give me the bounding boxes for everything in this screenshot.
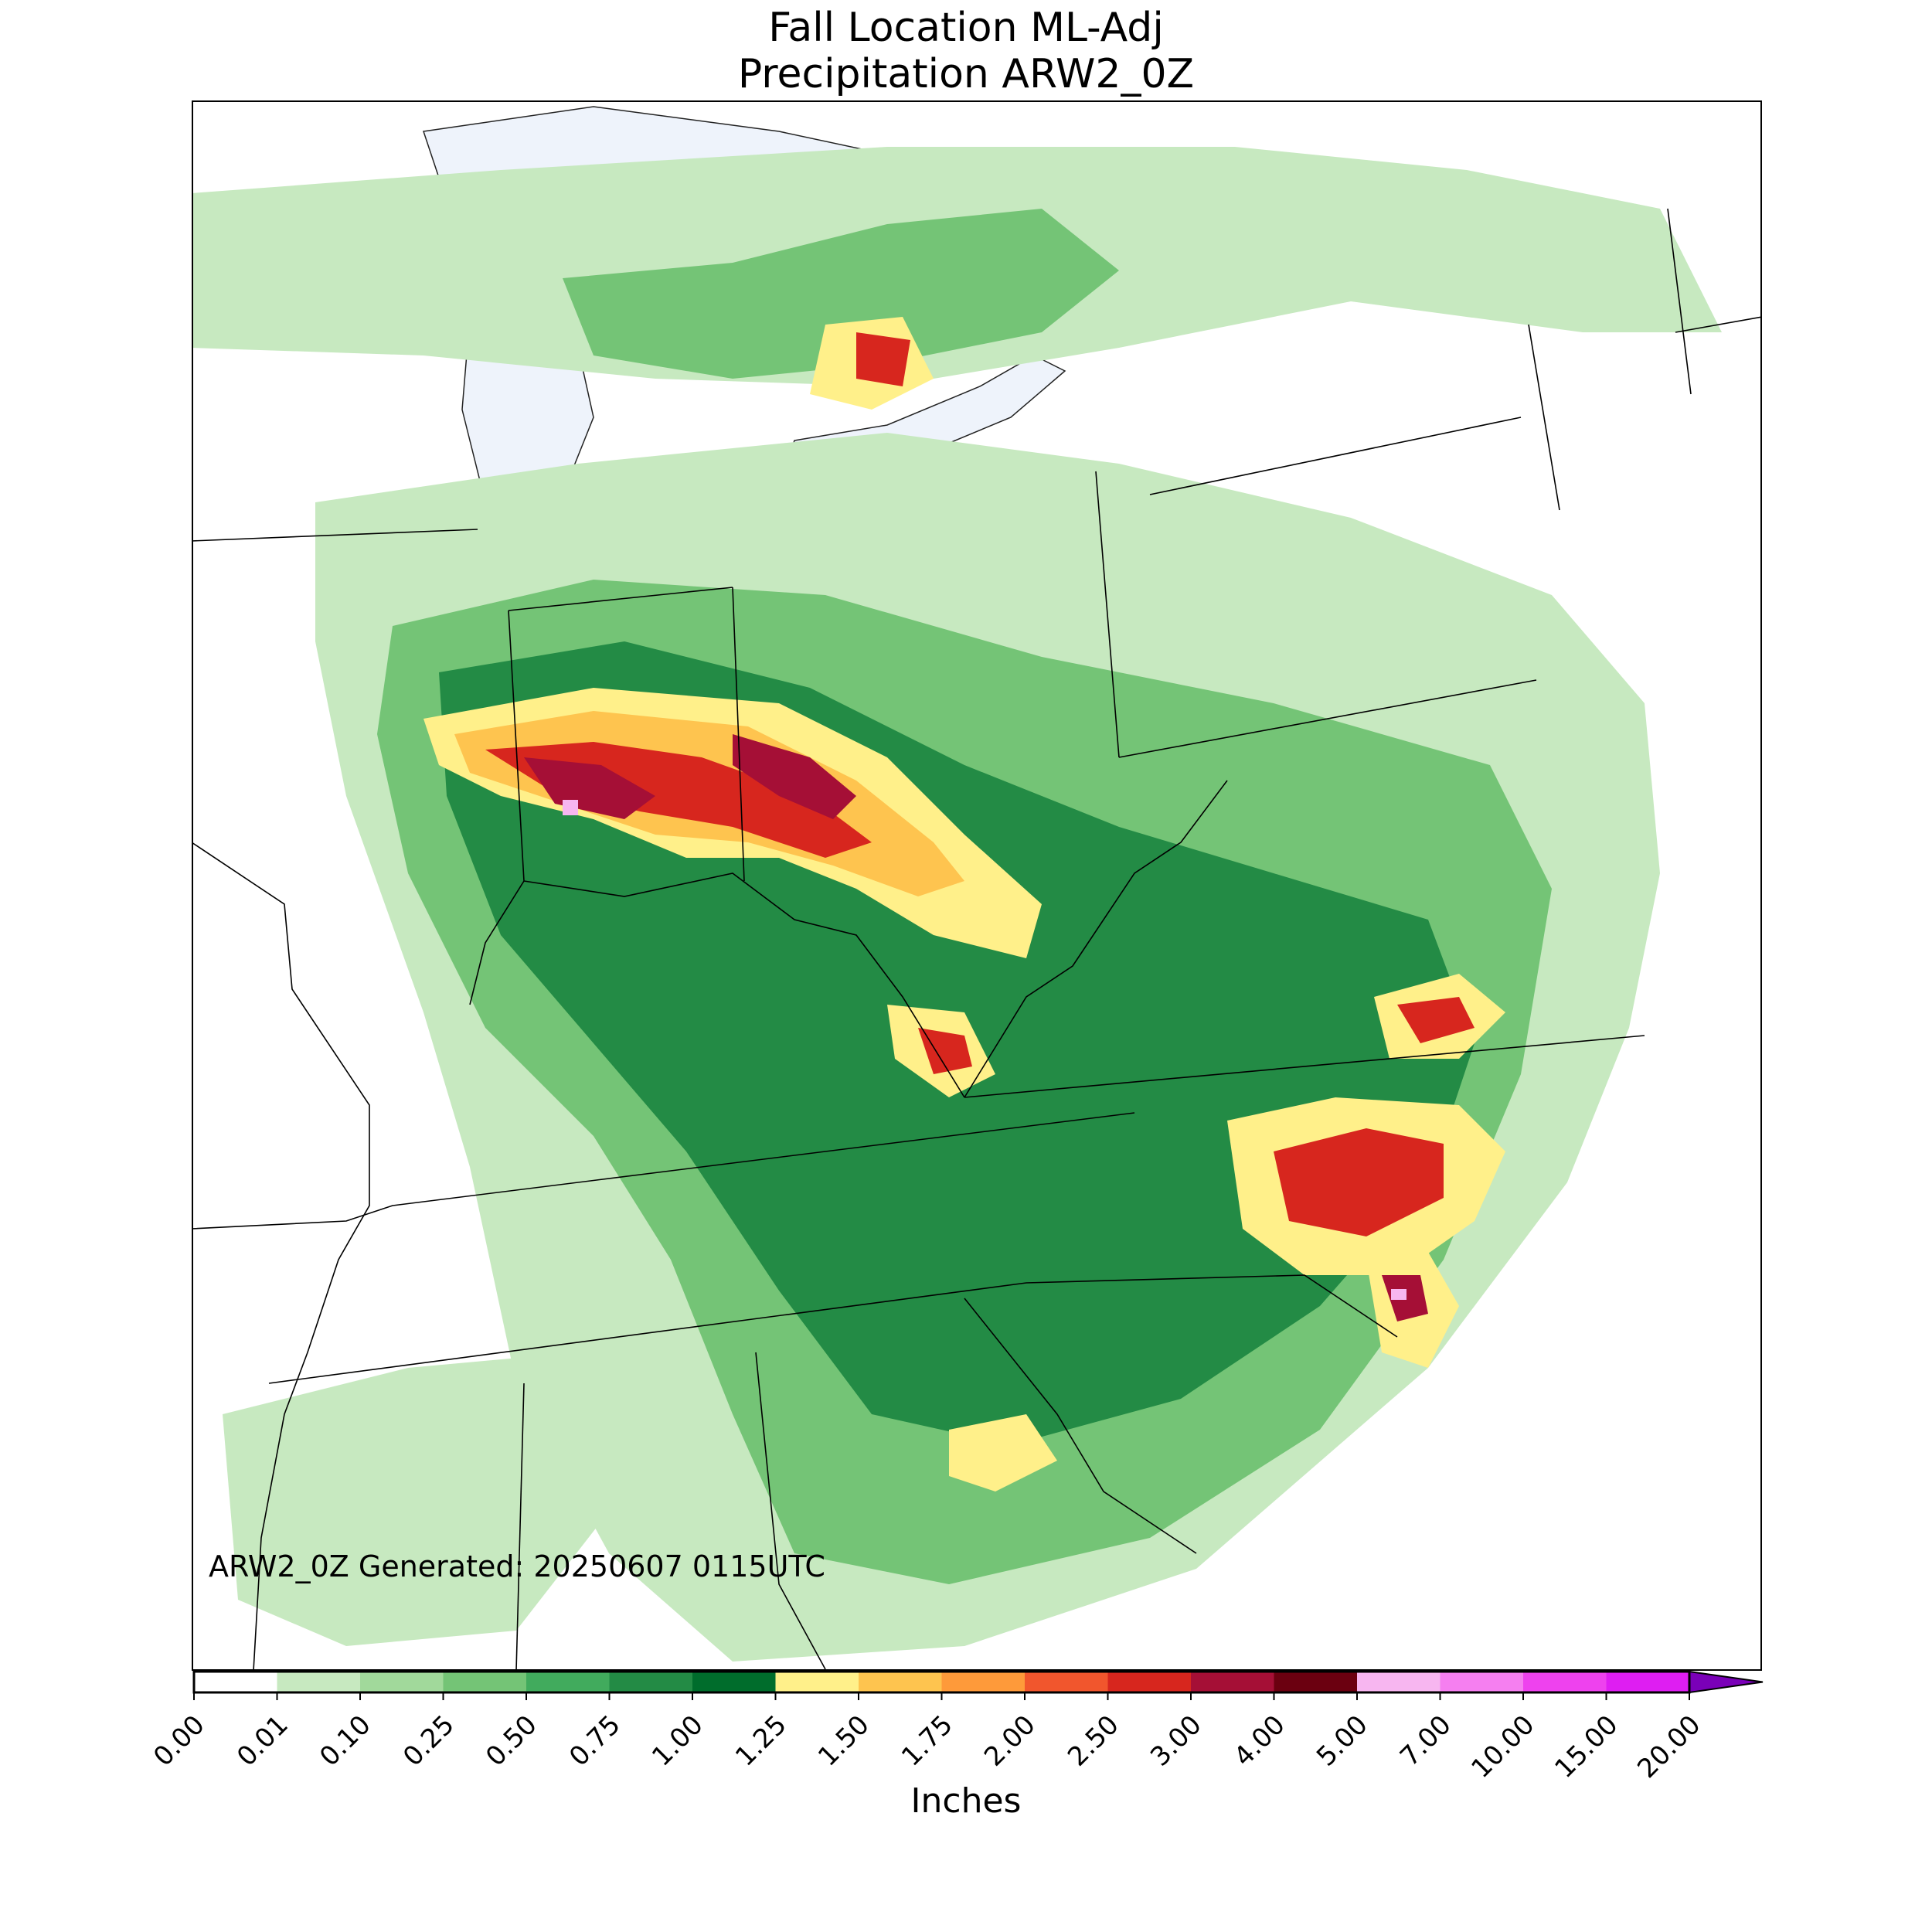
precip-maroon-ohio — [733, 734, 856, 819]
border-va-nc — [964, 1035, 1645, 1098]
border-pa-md-line — [1118, 679, 1537, 758]
border-wv-va — [964, 780, 1228, 1098]
colorbar-tick-label: 20.00 — [1631, 1709, 1707, 1784]
colorbar-tick-label: 1.25 — [729, 1709, 793, 1773]
colorbar-tick-label: 0.00 — [148, 1709, 211, 1773]
colorbar-segment — [443, 1672, 527, 1692]
colorbar-tick-label: 1.50 — [812, 1709, 876, 1773]
border-al-ga — [755, 1352, 826, 1670]
colorbar-tick-label: 10.00 — [1465, 1709, 1541, 1784]
colorbar-tick-label: 1.75 — [895, 1709, 959, 1773]
colorbar-segment — [859, 1672, 942, 1692]
map-title-line2: Precipitation ARW2_0Z — [737, 51, 1195, 97]
colorbar-segment — [609, 1672, 693, 1692]
colorbar-tick-label: 0.75 — [563, 1709, 627, 1773]
colorbar-segment — [1025, 1672, 1108, 1692]
colorbar-tick-label: 0.01 — [230, 1709, 294, 1773]
colorbar-segment — [360, 1672, 444, 1692]
border-ny-vt — [1528, 324, 1560, 511]
precip-red-va — [1397, 997, 1475, 1043]
colorbar-segment — [775, 1672, 859, 1692]
border-ky-tn — [192, 1112, 1135, 1230]
colorbar-tick-label: 4.00 — [1227, 1709, 1291, 1773]
border-nc-sc — [1026, 1274, 1398, 1338]
colorbar-outline — [192, 1670, 1691, 1694]
border-ms-al — [515, 1383, 525, 1671]
colorbar-tick-label: 2.50 — [1061, 1709, 1125, 1773]
colorbar-tick-label: 2.00 — [978, 1709, 1042, 1773]
border-in-oh — [732, 587, 745, 882]
precipitation-field — [192, 147, 1722, 1662]
colorbar-extend-arrow — [1689, 1670, 1764, 1694]
precip-red-nc — [1274, 1128, 1444, 1236]
colorbar-segment — [692, 1672, 776, 1692]
colorbar-tick-label: 0.25 — [396, 1709, 461, 1773]
colorbar-segment — [1440, 1672, 1524, 1692]
precip-maroon-indiana — [524, 757, 655, 819]
colorbar-label: Inches — [910, 1781, 1022, 1821]
precipitation-map: ARW2_0Z Generated: 20250607 0115UTC — [192, 100, 1762, 1671]
border-oh-pa — [1095, 471, 1120, 758]
colorbar-tick-label: 7.00 — [1393, 1709, 1458, 1773]
border-in-mi — [508, 587, 733, 611]
colorbar-tick-label: 0.50 — [480, 1709, 543, 1773]
colorbar-segment — [941, 1672, 1026, 1692]
colorbar-tick-label: 15.00 — [1548, 1709, 1624, 1784]
colorbar-segment — [1107, 1672, 1192, 1692]
border-il-in — [469, 610, 525, 1005]
border-wi-il — [192, 529, 478, 542]
colorbar-segment — [526, 1672, 610, 1692]
border-tn-ga — [268, 1282, 1027, 1384]
colorbar-tick-label: 3.00 — [1145, 1709, 1208, 1773]
colorbar-segment — [1191, 1672, 1274, 1692]
border-oh-ky — [523, 872, 965, 1098]
colorbar-segment — [194, 1672, 277, 1692]
precip-green-north — [563, 209, 1119, 379]
state-borders — [192, 209, 1762, 1671]
colorbar-tick-label: 5.00 — [1311, 1709, 1374, 1773]
colorbar-tick-label: 1.00 — [646, 1709, 709, 1773]
border-ma-ct — [1675, 316, 1762, 333]
colorbar-segment — [1523, 1672, 1607, 1692]
colorbar-segment — [1606, 1672, 1690, 1692]
map-title-line1: Fall Location ML-Adj — [768, 5, 1164, 51]
precip-yellow-ga — [949, 1414, 1057, 1492]
border-pa-ny — [1149, 417, 1522, 495]
precip-red-mi — [856, 332, 910, 386]
colorbar-segment — [1274, 1672, 1358, 1692]
colorbar-segment — [277, 1672, 361, 1692]
precip-pink-sc — [1391, 1289, 1406, 1300]
precip-red-wv — [918, 1028, 972, 1074]
generated-annotation: ARW2_0Z Generated: 20250607 0115UTC — [209, 1549, 825, 1583]
border-ga-sc — [964, 1298, 1197, 1554]
precip-light-southwest — [223, 1352, 624, 1646]
precip-pink-max — [563, 800, 578, 815]
colorbar-segment — [1357, 1672, 1440, 1692]
border-mississippi — [192, 842, 370, 1671]
colorbar-tick-label: 0.10 — [314, 1709, 377, 1773]
border-ny-ma — [1667, 208, 1692, 395]
